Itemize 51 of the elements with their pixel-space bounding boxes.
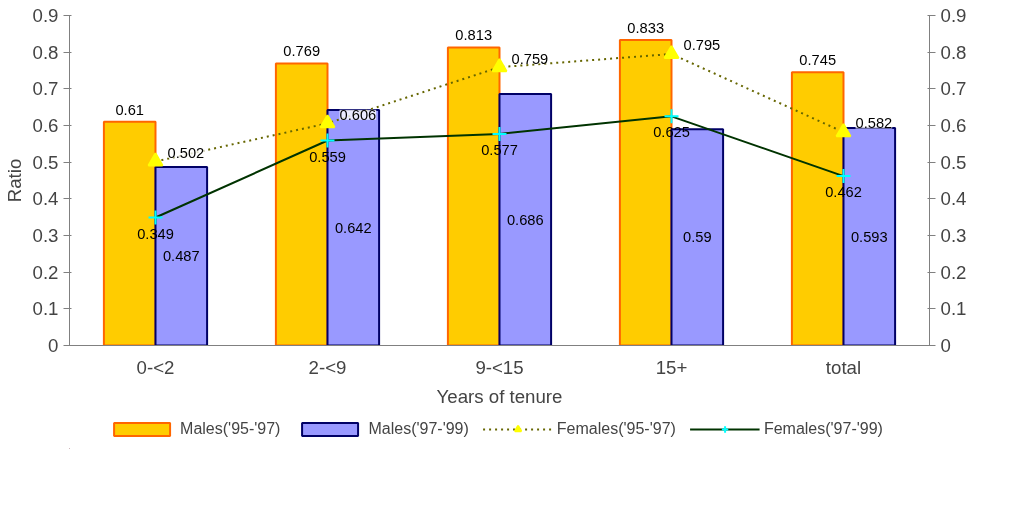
data-label: 0.625	[653, 124, 690, 141]
x-tick-label: total	[825, 356, 862, 378]
data-label: 0.686	[506, 211, 544, 228]
legend-label: Females('97-'99)	[763, 420, 883, 438]
data-label: 0.642	[334, 219, 372, 236]
data-label: 0.795	[683, 37, 721, 54]
x-tick-label: 9-<15	[475, 356, 524, 378]
y2-tick-label: 0.9	[940, 5, 967, 26]
data-label: 0.769	[283, 43, 321, 60]
y-tick-label: 0	[48, 335, 59, 356]
y2-tick-label: 0.8	[940, 41, 967, 63]
data-label: 0.487	[162, 248, 200, 265]
y2-tick-label: 0.2	[940, 261, 967, 283]
y2-tick-label: 0.1	[940, 298, 967, 320]
x-tick-label: 2-<9	[308, 356, 347, 378]
data-label: 0.462	[825, 184, 862, 201]
data-label: 0.745	[799, 52, 837, 68]
legend-label: Males('97-'99)	[368, 420, 469, 438]
y2-tick-label: 0.7	[940, 78, 967, 100]
data-label: 0.606	[339, 106, 377, 123]
y2-tick-label: 0	[940, 335, 951, 356]
y-tick-label: 0.8	[32, 41, 59, 63]
y-tick-label: 0.9	[32, 5, 59, 26]
y-tick-label: 0.2	[32, 261, 59, 283]
data-label: 0.833	[627, 19, 665, 36]
y-tick-label: 0.1	[32, 298, 59, 320]
data-label: 0.61	[115, 101, 144, 118]
x-axis-title: Years of tenure	[436, 385, 563, 407]
y2-tick-label: 0.5	[940, 151, 967, 173]
y-tick-label: 0.4	[32, 188, 59, 210]
y2-tick-label: 0.4	[940, 188, 967, 210]
y-tick-label: 0.3	[32, 225, 59, 246]
legend-label: Females('95-'97)	[556, 420, 676, 438]
y2-tick-label: 0.6	[940, 115, 967, 136]
data-label: 0.502	[167, 144, 205, 161]
data-label: 0.559	[309, 148, 346, 165]
x-tick-label: 0-<2	[136, 356, 175, 378]
y-tick-label: 0.7	[32, 78, 59, 100]
y-tick-label: 0.6	[32, 115, 59, 136]
data-label: 0.349	[137, 225, 174, 242]
y2-tick-label: 0.3	[940, 225, 967, 246]
y-tick-label: 0.5	[32, 151, 59, 173]
data-label: 0.59	[683, 229, 712, 246]
data-label: 0.582	[855, 115, 893, 132]
legend-label: Males('95-'97)	[180, 420, 281, 438]
data-label: 0.593	[850, 228, 888, 245]
y-axis-title: Ratio	[3, 158, 25, 203]
data-label: 0.759	[511, 50, 549, 67]
x-tick-label: 15+	[655, 356, 688, 378]
data-label: 0.813	[455, 27, 493, 44]
data-label: 0.577	[481, 141, 518, 158]
